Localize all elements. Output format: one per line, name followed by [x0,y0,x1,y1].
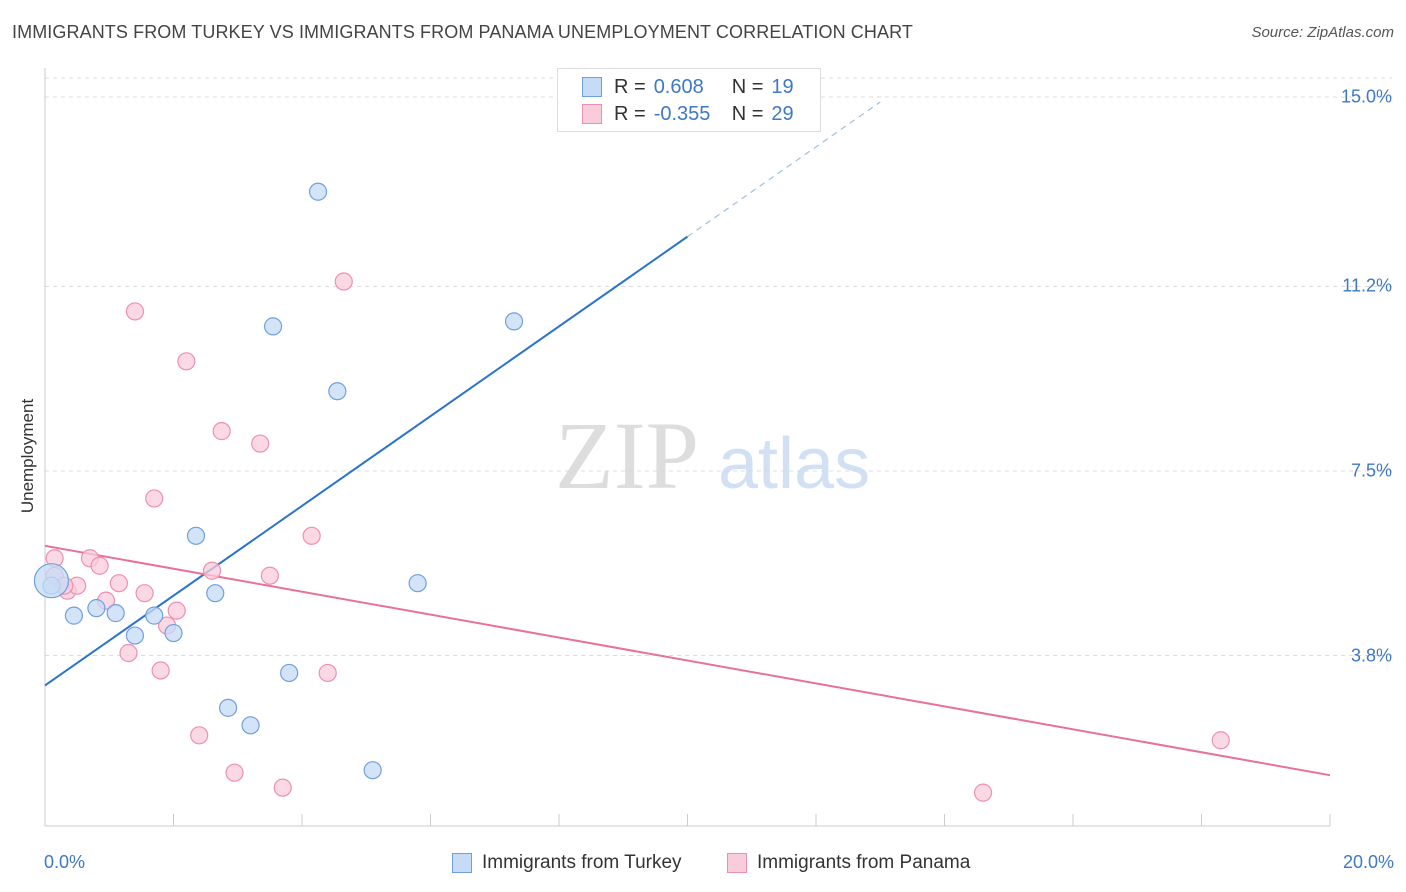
n-label: N = [731,75,764,98]
point-panama [302,526,321,545]
n-label: N = [731,102,764,125]
point-turkey [33,563,70,599]
point-turkey [87,599,106,618]
source-label: Source: ZipAtlas.com [1251,24,1394,41]
point-panama [273,778,292,797]
r-label: R = [614,102,646,125]
legend-panama: Immigrants from Panama [727,852,970,874]
point-turkey [219,698,238,717]
watermark: ZIP atlas [555,402,870,509]
trend-line-panama [44,544,1331,777]
x-tick-max: 20.0% [1342,852,1394,872]
data-points [33,182,1230,802]
point-panama [119,643,138,663]
y-tick-label: 3.8% [1350,645,1392,665]
gridlines [45,77,1392,657]
legend-row-turkey: R = 0.608 N = 19 [582,76,794,98]
panama-legend-swatch [727,853,747,873]
point-turkey [145,606,164,625]
y-tick-label: 7.5% [1350,460,1392,481]
point-panama [212,422,231,441]
x-tick-min: 0.0% [44,852,86,872]
point-panama [225,763,244,782]
axes [44,68,1331,827]
point-panama [109,574,128,593]
watermark-atlas: atlas [718,424,870,504]
point-panama [125,302,145,321]
point-turkey [164,623,183,643]
point-turkey [363,761,382,780]
point-turkey [206,584,225,603]
r-label: R = [614,75,646,98]
point-panama [318,663,337,683]
point-panama [190,726,209,745]
turkey-swatch [582,77,602,97]
legend-turkey-label: Immigrants from Turkey [482,852,682,873]
legend-row-panama: R = -0.355 N = 29 [582,103,794,125]
turkey-legend-swatch [452,853,472,873]
y-tick-label: 11.2% [1342,275,1392,296]
point-turkey [186,526,206,545]
point-panama [260,566,279,585]
panama-swatch [582,104,602,124]
watermark-zip: ZIP [555,402,699,509]
point-panama [1211,731,1230,750]
point-turkey [125,626,145,645]
point-panama [251,434,270,453]
point-turkey [263,317,283,336]
point-panama [90,556,109,575]
legend-panama-label: Immigrants from Panama [757,852,971,873]
point-turkey [106,604,125,623]
correlation-legend: R = 0.608 N = 19 R = -0.355 N = 29 [557,68,821,132]
chart-title: IMMIGRANTS FROM TURKEY VS IMMIGRANTS FRO… [12,22,913,42]
point-panama [167,601,186,620]
y-axis-label: Unemployment [18,398,37,514]
point-panama [135,584,154,603]
point-turkey [308,182,328,201]
point-turkey [328,382,347,401]
point-turkey [408,574,427,593]
r-value-panama: -0.355 [653,102,711,125]
point-panama [202,561,222,580]
legend-turkey: Immigrants from Turkey [452,852,682,874]
n-value-turkey: 19 [771,75,794,98]
point-panama [334,272,353,291]
n-value-panama: 29 [771,102,794,125]
point-panama [151,661,170,680]
point-turkey [280,663,299,683]
point-turkey [64,606,84,625]
r-value-turkey: 0.608 [653,75,704,98]
point-turkey [504,312,524,331]
point-panama [973,783,993,802]
point-turkey [241,716,260,735]
point-panama [177,352,196,371]
point-panama [145,489,164,508]
y-tick-label: 15.0% [1340,86,1392,107]
